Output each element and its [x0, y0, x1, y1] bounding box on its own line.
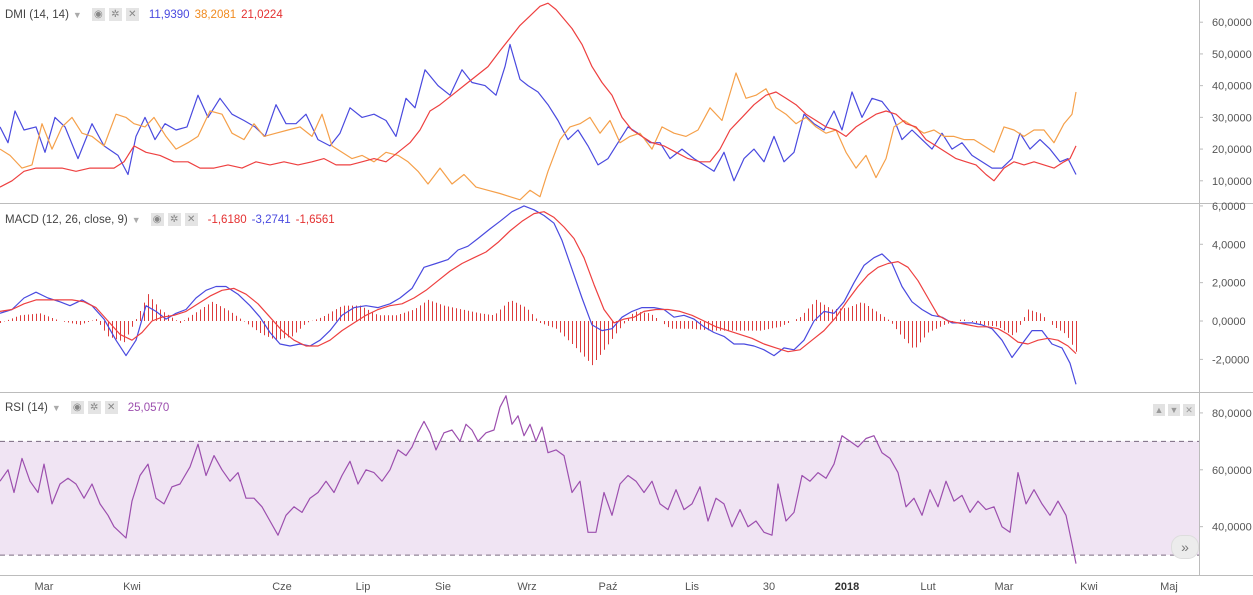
macd-title[interactable]: MACD (12, 26, close, 9)	[5, 213, 128, 226]
rsi-title[interactable]: RSI (14)	[5, 401, 48, 414]
macd-histogram	[0, 294, 1077, 366]
time-axis-label: Maj	[1160, 581, 1178, 593]
dmi-adx-value: 38,2081	[194, 8, 237, 21]
time-axis-label: Kwi	[123, 581, 141, 593]
chevron-down-icon[interactable]: ▼	[51, 402, 61, 413]
rsi-ytick-label: 80,0000	[1212, 408, 1252, 420]
dmi-ytick-label: 60,0000	[1212, 17, 1252, 29]
time-axis-label: Lip	[356, 581, 371, 593]
series-layer	[0, 2, 1077, 564]
scroll-to-realtime-button[interactable]: »	[1171, 535, 1199, 559]
time-axis-label: Lut	[920, 581, 935, 593]
dmi-ytick-label: 50,0000	[1212, 49, 1252, 61]
time-axis-label: 2018	[835, 581, 859, 593]
arrow-up-icon[interactable]: ▲	[1153, 404, 1165, 416]
dmi-ytick-label: 30,0000	[1212, 112, 1252, 124]
dmi-ytick-label: 40,0000	[1212, 81, 1252, 93]
time-axis-label: Kwi	[1080, 581, 1098, 593]
macd-line-value: -3,2741	[251, 213, 291, 226]
time-axis-label: Mar	[35, 581, 54, 593]
macd-ytick-label: -2,0000	[1212, 354, 1249, 366]
macd-ytick-label: 4,0000	[1212, 239, 1246, 251]
macd-series-line-1	[0, 205, 1077, 385]
dmi-ytick-label: 10,0000	[1212, 176, 1252, 188]
chevron-down-icon[interactable]: ▼	[72, 9, 82, 20]
macd-legend: MACD (12, 26, close, 9) ▼ ◉ ✲ ✕ -1,6180 …	[5, 213, 335, 226]
time-axis-label: Wrz	[517, 581, 536, 593]
dmi-legend: DMI (14, 14) ▼ ◉ ✲ ✕ 11,9390 38,2081 21,…	[5, 8, 283, 21]
price-axis[interactable]: 10,0000 20,0000 30,0000 40,0000 50,0000 60,00…	[1199, 17, 1252, 534]
time-axis-label: Sie	[435, 581, 451, 593]
time-axis[interactable]: Mar Kwi Cze Lip Sie Wrz Paź Lis 30 2018 Lut Mar Kwi M…	[35, 581, 1178, 593]
macd-signal-value: -1,6561	[295, 213, 335, 226]
rsi-ytick-label: 40,0000	[1212, 522, 1252, 534]
rsi-legend: RSI (14) ▼ ◉ ✲ ✕ 25,0570	[5, 401, 169, 414]
macd-hist-value: -1,6180	[207, 213, 247, 226]
rsi-series-line-1	[0, 395, 1077, 564]
rsi-ytick-label: 60,0000	[1212, 465, 1252, 477]
close-icon[interactable]: ✕	[1183, 404, 1195, 416]
time-axis-label: Mar	[995, 581, 1014, 593]
dmi-series-line-1	[0, 43, 1077, 182]
gear-icon[interactable]: ✲	[87, 401, 101, 414]
dmi-minus-value: 21,0224	[241, 8, 283, 21]
close-icon[interactable]: ✕	[125, 8, 139, 21]
rsi-band-lines	[0, 440, 1199, 556]
gear-icon[interactable]: ✲	[167, 213, 181, 226]
eye-icon[interactable]: ◉	[150, 213, 164, 226]
close-icon[interactable]: ✕	[104, 401, 118, 414]
time-axis-label: Paź	[599, 581, 618, 593]
dmi-series-line-3	[0, 2, 1077, 188]
rsi-overbought-oversold-band	[0, 441, 1199, 556]
macd-ytick-label: 0,0000	[1212, 316, 1246, 328]
time-axis-label: Lis	[685, 581, 700, 593]
chevron-down-icon[interactable]: ▼	[131, 214, 141, 225]
time-axis-label: 30	[763, 581, 775, 593]
macd-ytick-label: 6,0000	[1212, 201, 1246, 213]
dmi-plus-value: 11,9390	[148, 8, 190, 21]
macd-series-line-2	[0, 211, 1077, 355]
gear-icon[interactable]: ✲	[108, 8, 122, 21]
dmi-ytick-label: 20,0000	[1212, 144, 1252, 156]
close-icon[interactable]: ✕	[184, 213, 198, 226]
rsi-value: 25,0570	[127, 401, 170, 414]
eye-icon[interactable]: ◉	[91, 8, 105, 21]
arrow-down-icon[interactable]: ▼	[1168, 404, 1180, 416]
pane-borders	[0, 0, 1253, 576]
pane-controls: ▲ ▼ ✕	[1153, 404, 1195, 416]
dmi-title[interactable]: DMI (14, 14)	[5, 8, 69, 21]
macd-ytick-label: 2,0000	[1212, 278, 1246, 290]
time-axis-label: Cze	[272, 581, 292, 593]
eye-icon[interactable]: ◉	[70, 401, 84, 414]
